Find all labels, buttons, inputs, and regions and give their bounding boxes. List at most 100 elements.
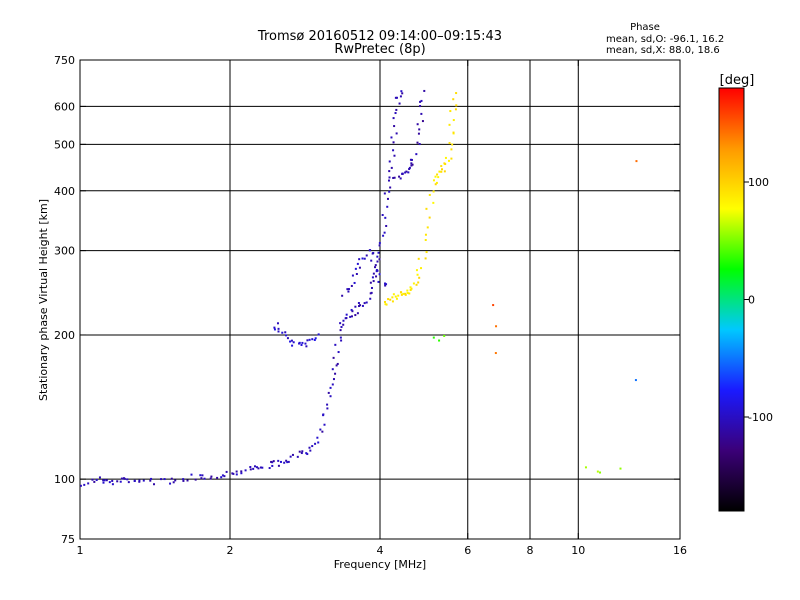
data-point [91, 478, 94, 481]
data-point [495, 325, 498, 328]
data-point [392, 141, 395, 144]
data-point [149, 479, 152, 482]
data-point [410, 162, 413, 165]
data-point [424, 238, 427, 241]
data-point [438, 339, 441, 342]
data-point [378, 273, 381, 276]
data-point [448, 142, 451, 145]
colorbar-unit-label: [deg] [720, 73, 755, 88]
data-point [372, 272, 375, 275]
data-point [443, 162, 446, 165]
axis-ticks: 1 2 4 6 8 10 16 75 100 200 300 400 500 600 750 [54, 54, 687, 557]
data-point [285, 459, 288, 462]
data-point [392, 149, 395, 152]
data-point [449, 110, 452, 113]
data-point [394, 112, 397, 115]
data-point [416, 273, 419, 276]
data-point [194, 478, 197, 481]
data-point [409, 158, 412, 161]
stats-o-line: mean, sd,O: -96.1, 16.2 [606, 34, 724, 45]
data-point [182, 478, 185, 481]
data-point [435, 181, 438, 184]
data-point [378, 241, 381, 244]
data-point [399, 95, 402, 98]
data-point [261, 466, 264, 469]
data-point [326, 407, 329, 410]
data-point [404, 292, 407, 295]
data-point [408, 168, 411, 171]
data-point [418, 128, 421, 131]
data-point [384, 284, 387, 287]
data-point [160, 478, 163, 481]
data-point [418, 276, 421, 279]
data-point [407, 171, 410, 174]
data-point [327, 391, 330, 394]
data-point [596, 470, 599, 473]
data-point [305, 345, 308, 348]
data-point [371, 276, 374, 279]
data-point [291, 453, 294, 456]
data-point [363, 257, 366, 260]
data-point [301, 341, 304, 344]
data-point [384, 216, 387, 219]
data-point [382, 234, 385, 237]
colorbar-tick-label: 0 [748, 294, 755, 307]
data-point [142, 479, 145, 482]
data-point [354, 305, 357, 308]
x-tick-label: 8 [527, 544, 534, 557]
data-point [635, 160, 638, 163]
data-point [454, 108, 457, 111]
data-point [416, 141, 419, 144]
data-point [619, 467, 622, 470]
data-point [385, 303, 388, 306]
data-point [441, 168, 444, 171]
data-point [387, 298, 390, 301]
data-point [405, 170, 408, 173]
data-point [393, 176, 396, 179]
data-point [392, 293, 395, 296]
data-point [369, 281, 372, 284]
data-point [390, 136, 393, 139]
data-point [443, 334, 446, 337]
data-point [415, 269, 418, 272]
data-point [285, 334, 288, 337]
data-point [444, 156, 447, 159]
data-point [339, 329, 342, 332]
stats-header: Phase [630, 22, 660, 33]
data-point [432, 336, 435, 339]
data-point [220, 476, 223, 479]
data-point [351, 310, 354, 313]
data-point [374, 264, 377, 267]
data-point [418, 143, 421, 146]
y-tick-label: 300 [54, 245, 75, 258]
data-point [304, 342, 307, 345]
data-point [329, 395, 332, 398]
data-point [153, 483, 156, 486]
data-point [326, 403, 329, 406]
data-point [395, 108, 398, 111]
data-point [450, 148, 453, 151]
data-point [393, 125, 396, 128]
data-point [271, 464, 274, 467]
data-point [365, 254, 368, 257]
data-point [174, 479, 177, 482]
data-point [342, 319, 345, 322]
data-point [358, 305, 361, 308]
data-point [341, 294, 344, 297]
data-point [335, 364, 338, 367]
data-point [406, 289, 409, 292]
data-point [358, 258, 361, 261]
data-point [370, 291, 373, 294]
data-point [337, 351, 340, 354]
data-point [273, 328, 276, 331]
data-point [417, 257, 420, 260]
data-point [287, 460, 290, 463]
data-point [332, 356, 335, 359]
data-point [182, 479, 185, 482]
data-point [404, 293, 407, 296]
data-point [421, 120, 424, 123]
data-point [150, 477, 153, 480]
x-tick-label: 4 [377, 544, 384, 557]
data-point [356, 262, 359, 265]
data-point [416, 123, 419, 126]
